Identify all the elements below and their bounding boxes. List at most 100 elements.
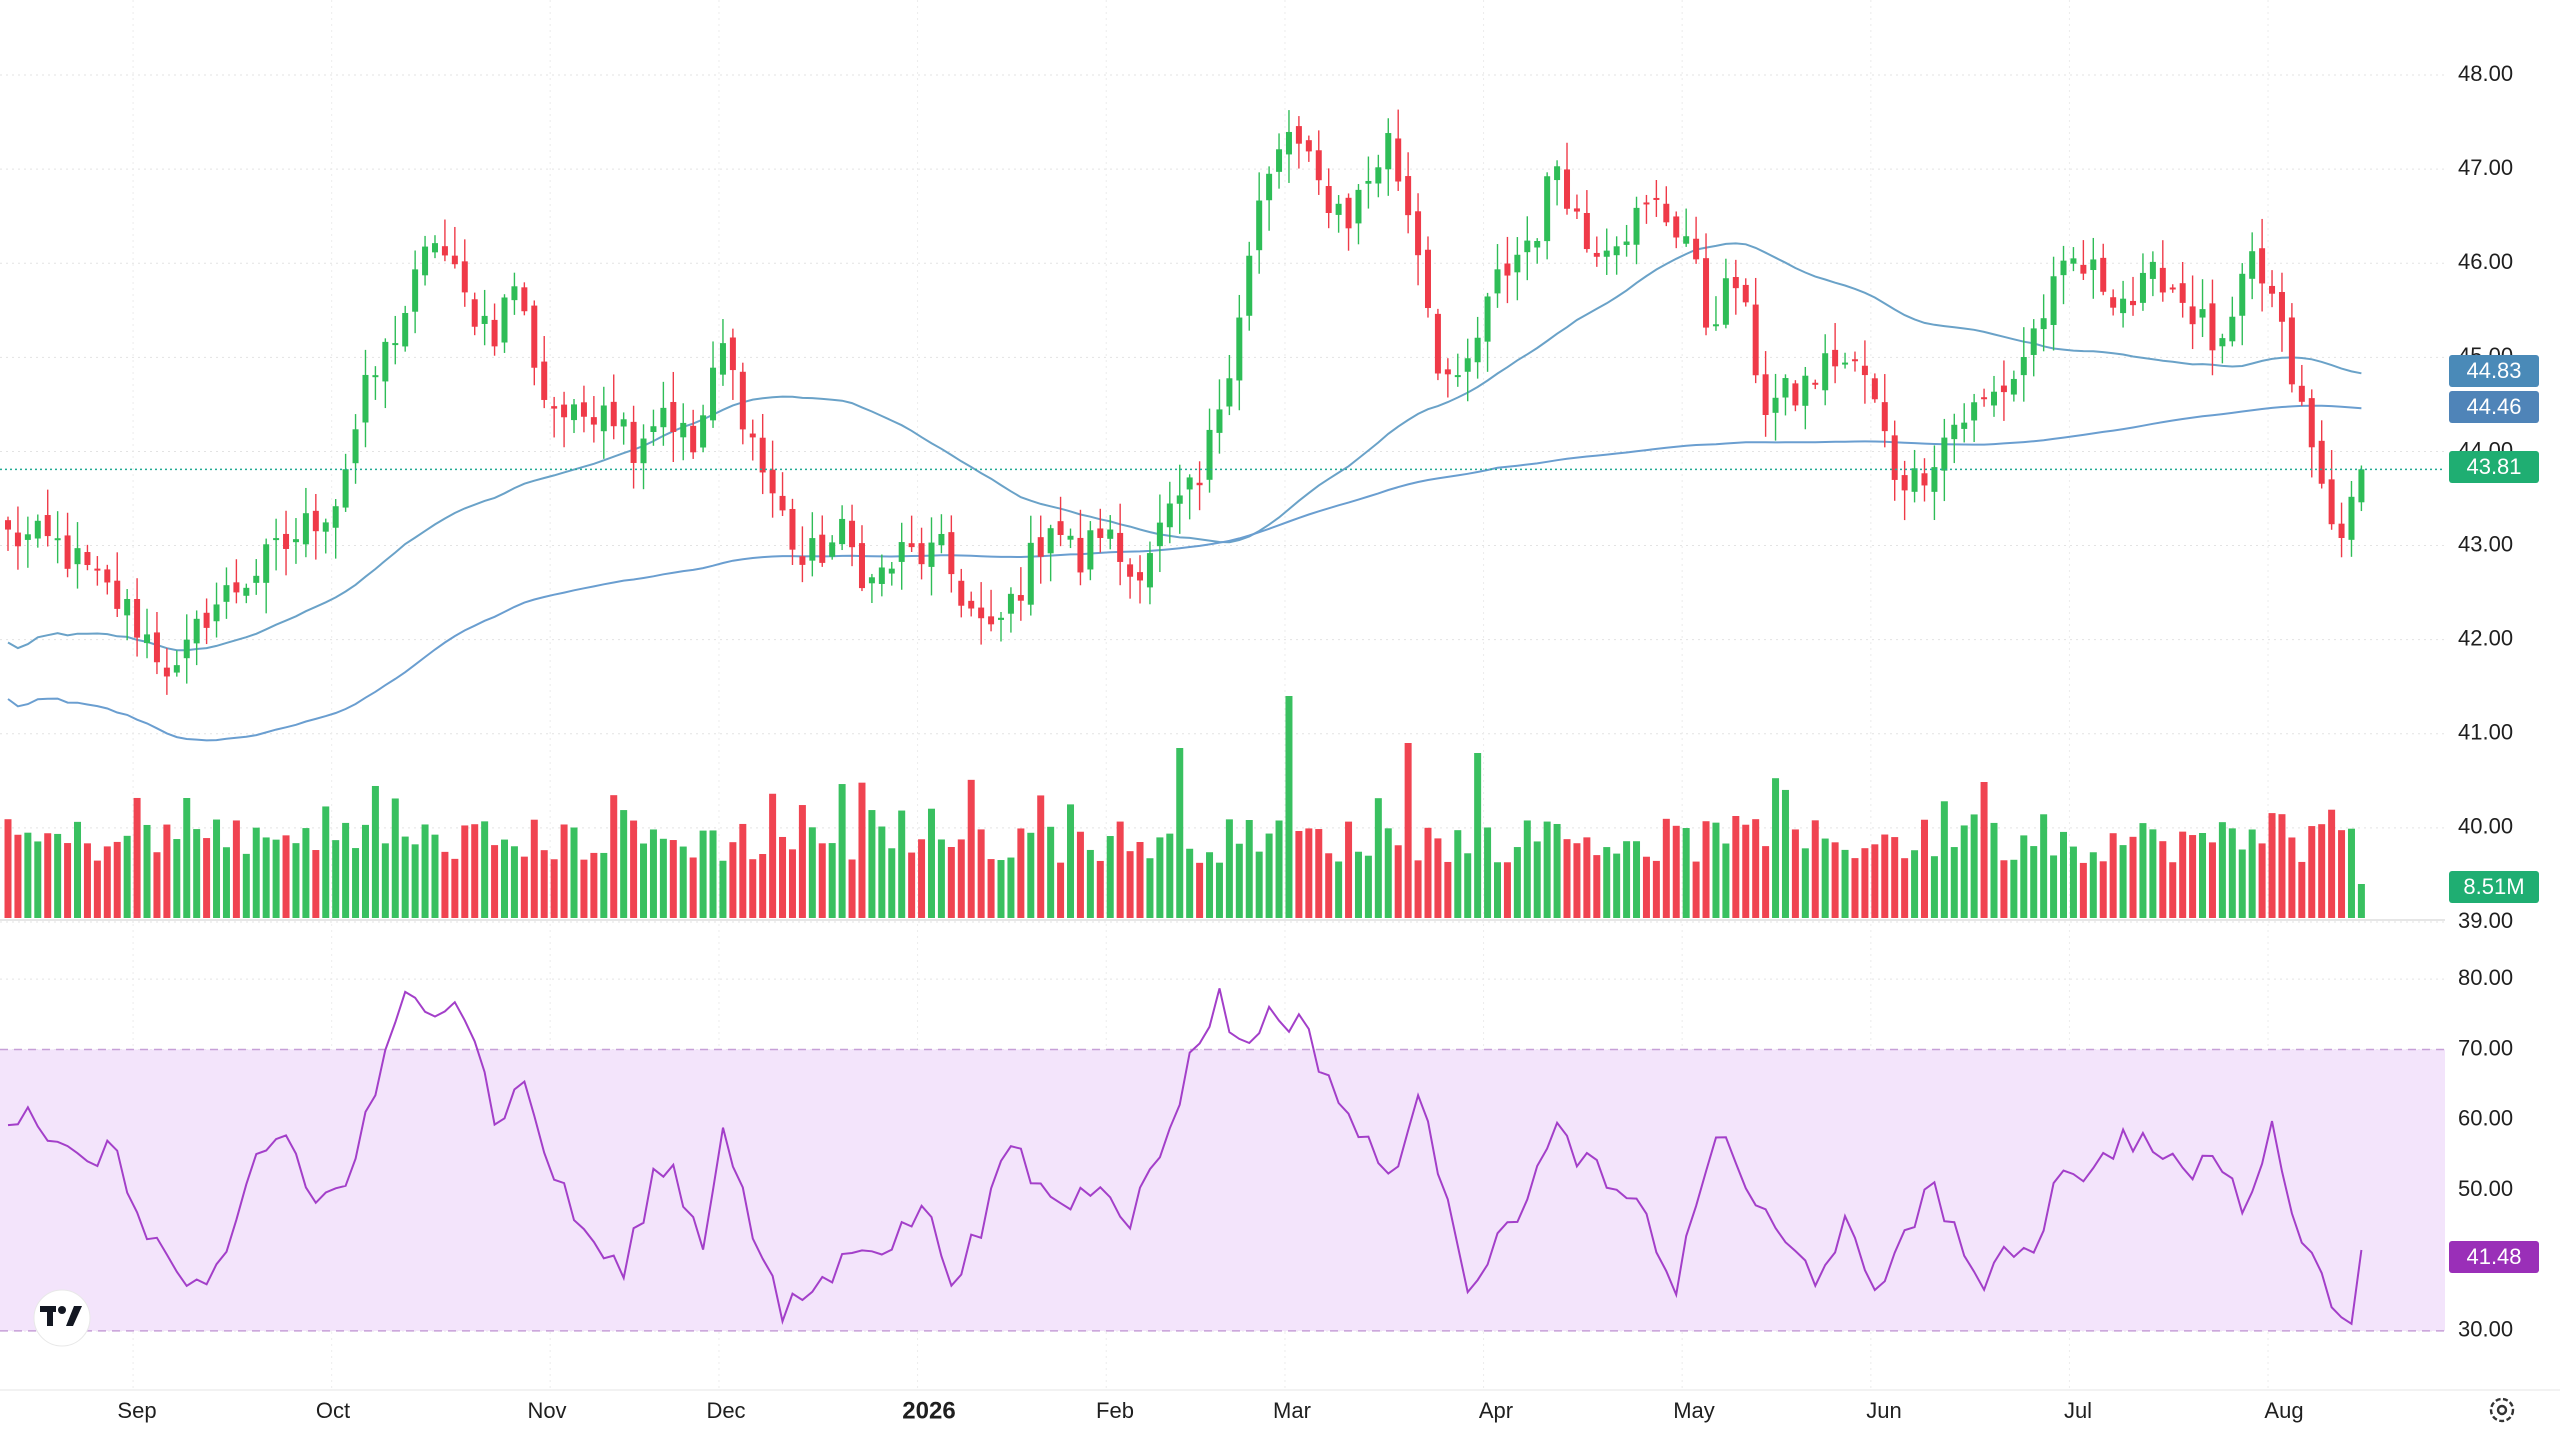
candle-body <box>1236 317 1243 381</box>
candle-body <box>1127 564 1134 577</box>
candle-body <box>1415 211 1422 256</box>
candle-body <box>958 580 965 606</box>
volume-bar <box>183 798 191 918</box>
volume-bar <box>699 830 707 918</box>
candle-body <box>342 469 349 508</box>
candle-body <box>1782 378 1789 398</box>
price-axis-tick-label: 47.00 <box>2458 155 2513 180</box>
volume-bar <box>1752 819 1760 918</box>
volume-bar <box>242 853 250 918</box>
price-axis-tick-label: 40.00 <box>2458 814 2513 839</box>
candle-body <box>292 539 299 543</box>
logo-slash <box>66 1306 82 1326</box>
candle-body <box>729 337 736 371</box>
candle-body <box>144 634 151 644</box>
volume-bar <box>838 784 846 918</box>
last-price-label: 43.81 <box>2466 454 2521 479</box>
candle-body <box>759 437 766 473</box>
candle-body <box>719 343 726 375</box>
time-axis-label: 2026 <box>902 1397 955 1424</box>
volume-bar <box>1930 856 1938 918</box>
volume-bar <box>1215 862 1223 918</box>
volume-bar <box>1633 841 1641 918</box>
volume-bar <box>908 852 916 918</box>
volume-bar <box>600 852 608 918</box>
volume-bar <box>1265 833 1273 918</box>
candle-body <box>2318 440 2325 484</box>
candle-body <box>710 367 717 421</box>
candle-body <box>1325 186 1332 213</box>
candle-body <box>948 532 955 575</box>
volume-bar <box>113 841 121 918</box>
volume-bar <box>481 821 489 918</box>
candle-body <box>2209 303 2216 351</box>
volume-bar <box>808 827 816 918</box>
candle-body <box>1444 369 1451 375</box>
volume-bar <box>530 819 538 918</box>
candle-body <box>680 422 687 438</box>
volume-bar <box>1007 857 1015 918</box>
candle-body <box>938 533 945 546</box>
volume-bar <box>1841 849 1849 918</box>
volume-bar <box>818 843 826 918</box>
candle-body <box>1653 197 1660 200</box>
candle-body <box>2010 378 2017 395</box>
volume-bar <box>501 839 508 918</box>
candle-body <box>1742 284 1749 303</box>
volume-bar <box>352 848 360 918</box>
candle-body <box>1097 528 1104 538</box>
volume-bar <box>1503 862 1511 918</box>
candle-body <box>998 617 1004 620</box>
candle-body <box>1534 240 1541 248</box>
candle-body <box>918 543 925 565</box>
candle-body <box>1941 437 1948 471</box>
volume-bar <box>590 852 598 918</box>
volume-bar <box>1742 824 1750 918</box>
volume-bar <box>332 840 340 918</box>
candle-body <box>1812 382 1819 385</box>
candle-body <box>2239 273 2246 316</box>
candle-body <box>2110 297 2117 308</box>
volume-bar <box>759 854 767 918</box>
volume-bar <box>1474 753 1482 918</box>
volume-bar <box>4 819 12 918</box>
candle-body <box>1544 176 1551 242</box>
volume-bar <box>1275 820 1283 918</box>
candle-body <box>1266 173 1273 201</box>
candle-body <box>700 415 707 448</box>
candle-body <box>1861 365 1868 376</box>
settings-gear-icon[interactable] <box>2489 1397 2515 1423</box>
rsi-axis-tick-label: 80.00 <box>2458 965 2513 990</box>
candle-body <box>1395 138 1402 182</box>
rsi-line <box>7 988 2363 1326</box>
candle-body <box>233 582 240 593</box>
tradingview-logo[interactable] <box>33 1289 91 1347</box>
time-axis-label: Jun <box>1866 1398 1901 1423</box>
volume-bar <box>729 842 737 918</box>
volume-bar <box>203 838 211 918</box>
volume-bar <box>272 839 280 918</box>
time-axis-label: Mar <box>1273 1398 1311 1423</box>
volume-bar <box>361 824 369 918</box>
volume-bar <box>163 824 171 918</box>
candle-body <box>1981 397 1988 400</box>
misc <box>33 1289 2515 1423</box>
candle-body <box>1802 375 1809 406</box>
volume-bar <box>2079 862 2087 918</box>
volume-bar <box>1960 825 1968 918</box>
volume-bar <box>620 810 628 918</box>
candle-body <box>1832 349 1839 367</box>
candle-body <box>372 375 379 378</box>
rsi-band-fill <box>0 1049 2445 1331</box>
candle-body <box>302 513 309 545</box>
volume-bar <box>679 846 687 918</box>
candle-body <box>2139 272 2146 303</box>
volume-bar <box>2149 829 2157 918</box>
volume-bar <box>1434 838 1442 918</box>
price-axis-tick-label: 46.00 <box>2458 249 2513 274</box>
volume-bar <box>2069 846 2077 918</box>
candle-body <box>1405 176 1412 216</box>
candle-body <box>600 405 607 432</box>
